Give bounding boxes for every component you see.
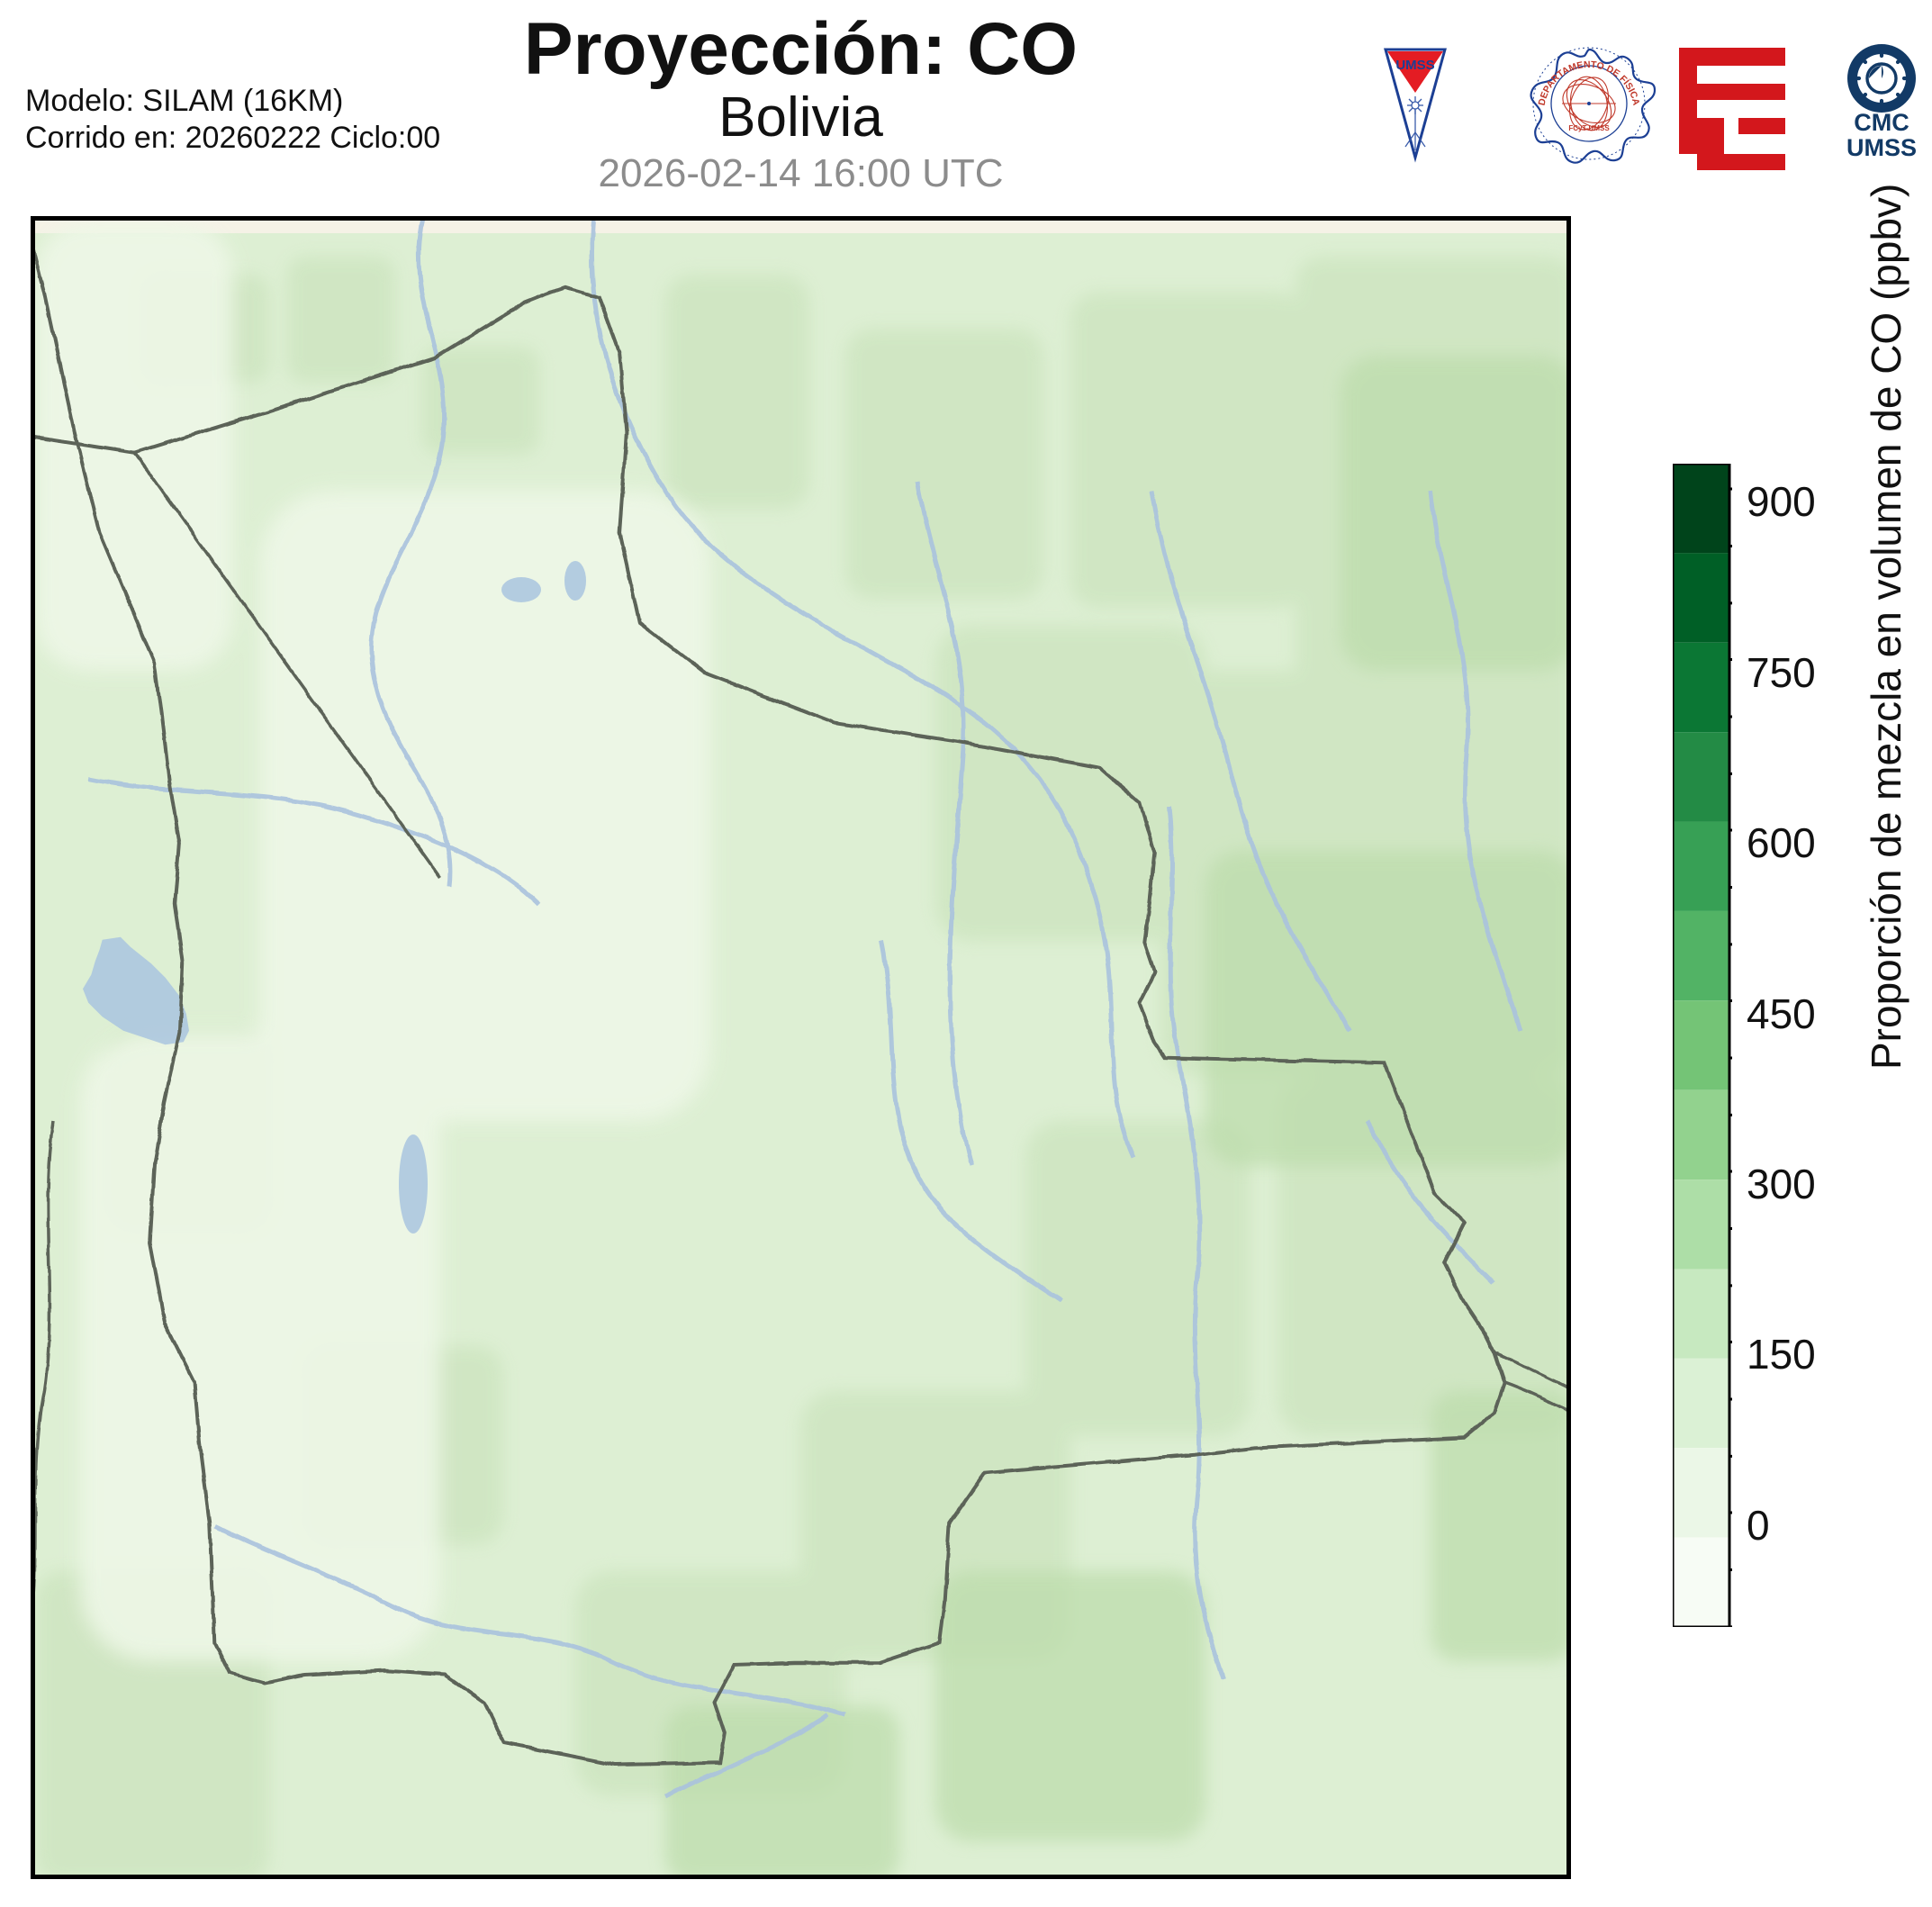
svg-text:DEPARTAMENTO DE FÍSICA: DEPARTAMENTO DE FÍSICA	[1537, 59, 1642, 107]
svg-text:UMSS: UMSS	[1395, 58, 1434, 73]
svg-text:FCyT-UMSS: FCyT-UMSS	[1568, 124, 1610, 132]
